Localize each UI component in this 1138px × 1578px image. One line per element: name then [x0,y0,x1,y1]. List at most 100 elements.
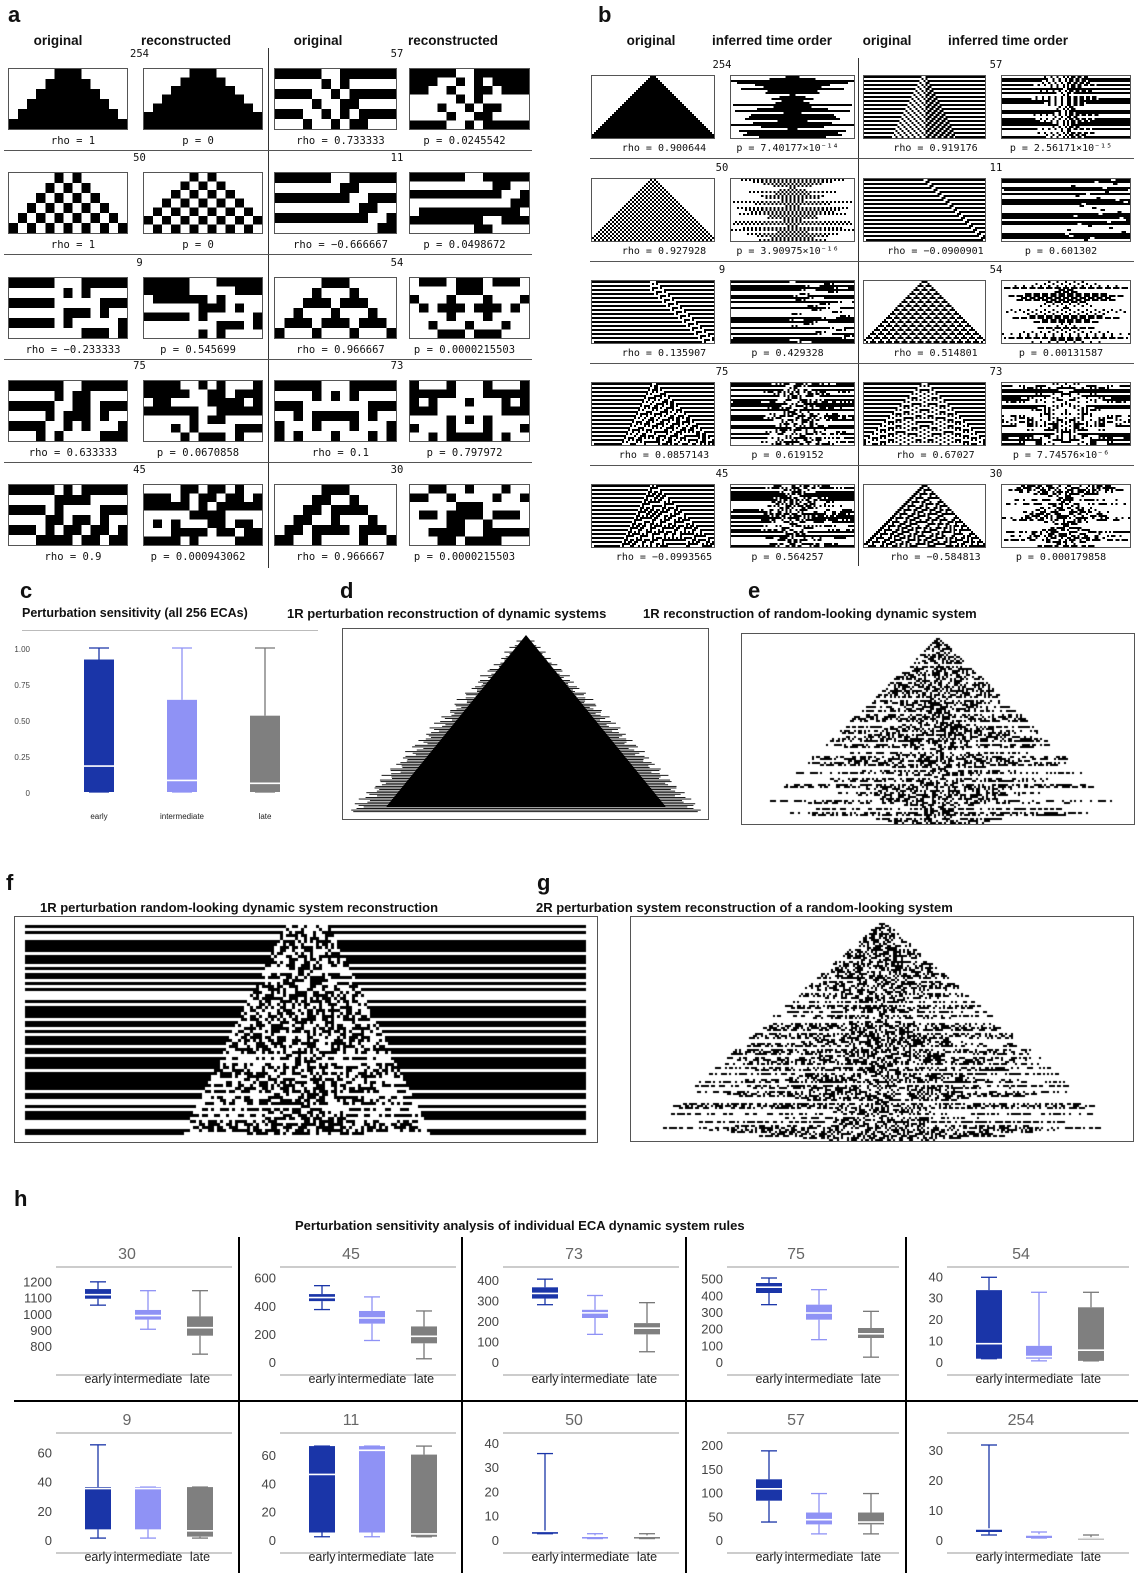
box-late [634,1533,660,1540]
xlabel-intermediate: intermediate [1005,1372,1074,1386]
ytick-0.25: 0.25 [14,753,30,762]
panel-b-rule-54: 54 [989,264,1003,276]
panel-b-inferred-73-cells [1002,383,1130,445]
ytick-40: 40 [38,1475,52,1490]
xlabel-intermediate: intermediate [785,1550,854,1564]
panel-b-header-inferred-left: inferred time order [711,33,833,48]
xlabel-intermediate: intermediate [785,1372,854,1386]
box-iqr [1078,1307,1104,1361]
panel-a-reconstructed-57-cells [410,69,529,129]
panel-f-frame [14,916,598,1143]
panel-b-original-54-cells [864,281,985,343]
panel-a-header-reconstructed-right: reconstructed [407,33,499,48]
box-intermediate [135,1486,161,1539]
row-bar [351,809,701,811]
panel-a-original-75 [8,380,128,442]
xlabel-intermediate: intermediate [338,1550,407,1564]
panel-a-rule-9: 9 [136,257,143,269]
box-early [85,1281,111,1306]
panel-a-original-9 [8,277,128,339]
panel-b-rule-11: 11 [989,162,1003,174]
panel-a-row-separator-2 [4,359,532,360]
panel-a-p-57: p = 0.0245542 [423,135,506,147]
box-early [309,1445,335,1538]
xlabel-early: early [308,1372,336,1386]
box-iqr [411,1454,437,1537]
panel-a-original-75-cells [9,381,127,441]
box-intermediate [806,1289,832,1341]
panel-a-p-45: p = 0.000943062 [150,551,246,563]
box-intermediate [135,1290,161,1330]
panel-f-title: 1R perturbation random-looking dynamic s… [40,900,439,915]
xlabel-early: early [975,1550,1003,1564]
ytick-20: 20 [262,1505,276,1520]
panel-a-reconstructed-75 [143,380,263,442]
ytick-150: 150 [701,1462,723,1477]
box-late [634,1302,660,1353]
panel-h-chart-254: 254 0 10 20 30 early intermediate late [907,1403,1135,1573]
row-bar [356,808,694,809]
panel-b-original-73 [863,382,986,446]
box-iqr [187,1487,213,1537]
panel-h-row-divider [14,1400,1138,1402]
panel-e-label: e [748,578,761,603]
panel-a-reconstructed-45-cells [144,485,262,545]
panel-a-label: a [8,2,21,27]
panel-a-original-30 [274,484,397,546]
panel-a-p-30: p = 0.0000215503 [413,551,516,563]
panel-a-reconstructed-73-cells [410,381,529,441]
ytick-1.00: 1.00 [14,645,30,654]
panel-b-rule-254: 254 [712,59,732,71]
box-late [411,1445,437,1538]
panel-a-original-45-cells [9,485,127,545]
panel-d-frame [342,628,709,820]
panel-b-inferred-254-cells [731,76,854,138]
panel-a-reconstructed-54 [409,277,530,339]
panel-b-p-30: p = 0.000179858 [1015,552,1107,563]
box-early [976,1444,1002,1536]
ytick-300: 300 [477,1294,499,1309]
panel-b-p-54: p = 0.00131587 [1018,348,1104,359]
panel-b-original-57 [863,75,986,139]
ytick-30: 30 [485,1460,499,1475]
panel-a-rho-254: rho = 1 [50,135,96,147]
xlabel-late: late [861,1372,881,1386]
panel-h-chart-11: 11 0 20 40 60 early intermediate late [240,1403,462,1573]
panel-b-original-50-cells [592,179,714,241]
panel-b-p-9: p = 0.429328 [751,348,824,359]
panel-h-col-divider-0 [238,1237,240,1573]
ytick-60: 60 [262,1448,276,1463]
panel-h-boxplot-9: 9 0 20 40 60 early intermediate late [38,1412,232,1564]
xlabel-late: late [637,1550,657,1564]
panel-b-inferred-45-cells [731,485,854,547]
panel-a-header-reconstructed-left: reconstructed [140,33,232,48]
box-iqr [309,1446,335,1533]
panel-a-header-original-right: original [293,33,343,48]
xlabel-late: late [861,1550,881,1564]
panel-h-boxplot-45: 45 0 200 400 600 early intermediate late [254,1246,456,1386]
panel-a-p-75: p = 0.0670858 [156,447,240,459]
panel-a-reconstructed-9-cells [144,278,262,338]
panel-a-rho-45: rho = 0.9 [44,551,102,563]
panel-h-chart-30: 30 800 900 1000 1100 1200 early intermediate lat… [16,1237,238,1395]
box-iqr [1026,1535,1052,1538]
panel-h-chart-73: 73 0 100 200 300 400 early intermediate late [463,1237,685,1395]
box-early [532,1278,558,1306]
panel-a-rho-57: rho = 0.733333 [296,135,385,147]
panel-a-original-45 [8,484,128,546]
box-iqr [976,1290,1002,1359]
panel-a-original-9-cells [9,278,127,338]
panel-b-header-original-right: original [862,33,912,48]
panel-b-original-9 [591,280,715,344]
panel-b-p-50: p = 3.90975×10⁻¹⁶ [736,246,839,257]
panel-a-original-57-cells [275,69,396,129]
box-iqr [135,1487,161,1530]
panel-h-chart-45: 45 0 200 400 600 early intermediate late [240,1237,462,1395]
ytick-0: 0 [936,1355,943,1370]
panel-d-title: 1R perturbation reconstruction of dynami… [287,606,607,621]
ytick-40: 40 [262,1476,276,1491]
ytick-10: 10 [929,1334,943,1349]
box-iqr [634,1536,660,1539]
ytick-0.50: 0.50 [14,717,30,726]
xlabel-late: late [414,1550,434,1564]
